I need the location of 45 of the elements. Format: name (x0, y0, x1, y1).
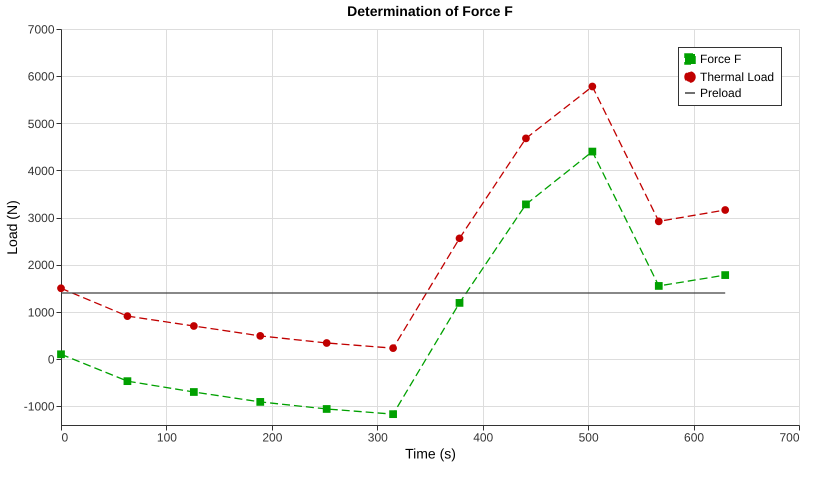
point (588, 82, 596, 90)
x-axis-title: Time (s) (405, 446, 456, 462)
y-tick-label: 2000 (28, 258, 55, 272)
legend-label: Preload (700, 86, 742, 100)
point (522, 134, 530, 142)
y-tick-label: 3000 (28, 211, 55, 226)
point (124, 312, 132, 320)
point (456, 234, 464, 242)
point (124, 377, 132, 386)
legend-label: Thermal Load (700, 70, 774, 84)
point (57, 350, 65, 358)
point (322, 339, 331, 347)
legend-label: Force F (700, 52, 742, 66)
point (389, 410, 397, 418)
point (654, 282, 663, 290)
point (256, 398, 264, 406)
x-tick-label: 0 (62, 430, 68, 444)
y-tick-label: 1000 (28, 305, 55, 320)
point (456, 299, 464, 307)
x-tick-label: 500 (578, 430, 599, 444)
point (721, 206, 730, 214)
x-tick-label: 200 (262, 430, 283, 444)
y-tick-label: 6000 (28, 70, 55, 84)
y-tick-label: 5000 (28, 116, 55, 131)
y-axis-title: Load (N) (4, 200, 20, 255)
point (190, 322, 198, 330)
point (721, 271, 730, 279)
x-tick-label: 600 (684, 430, 704, 444)
y-tick-label: -1000 (24, 400, 55, 414)
point (322, 405, 331, 413)
point (654, 217, 663, 226)
point (588, 148, 596, 156)
x-tick-label: 400 (473, 430, 494, 444)
chart-title: Determination of Force F (347, 3, 514, 19)
point (57, 284, 65, 292)
y-tick-label: 7000 (28, 22, 55, 36)
point (190, 388, 198, 396)
x-tick-label: 700 (779, 430, 800, 444)
y-tick-label: 4000 (28, 164, 55, 178)
x-tick-label: 300 (368, 430, 388, 444)
x-tick-label: 100 (156, 430, 178, 444)
y-tick-label: 0 (48, 352, 55, 366)
point (256, 332, 264, 340)
point (522, 200, 530, 208)
point (389, 344, 397, 352)
